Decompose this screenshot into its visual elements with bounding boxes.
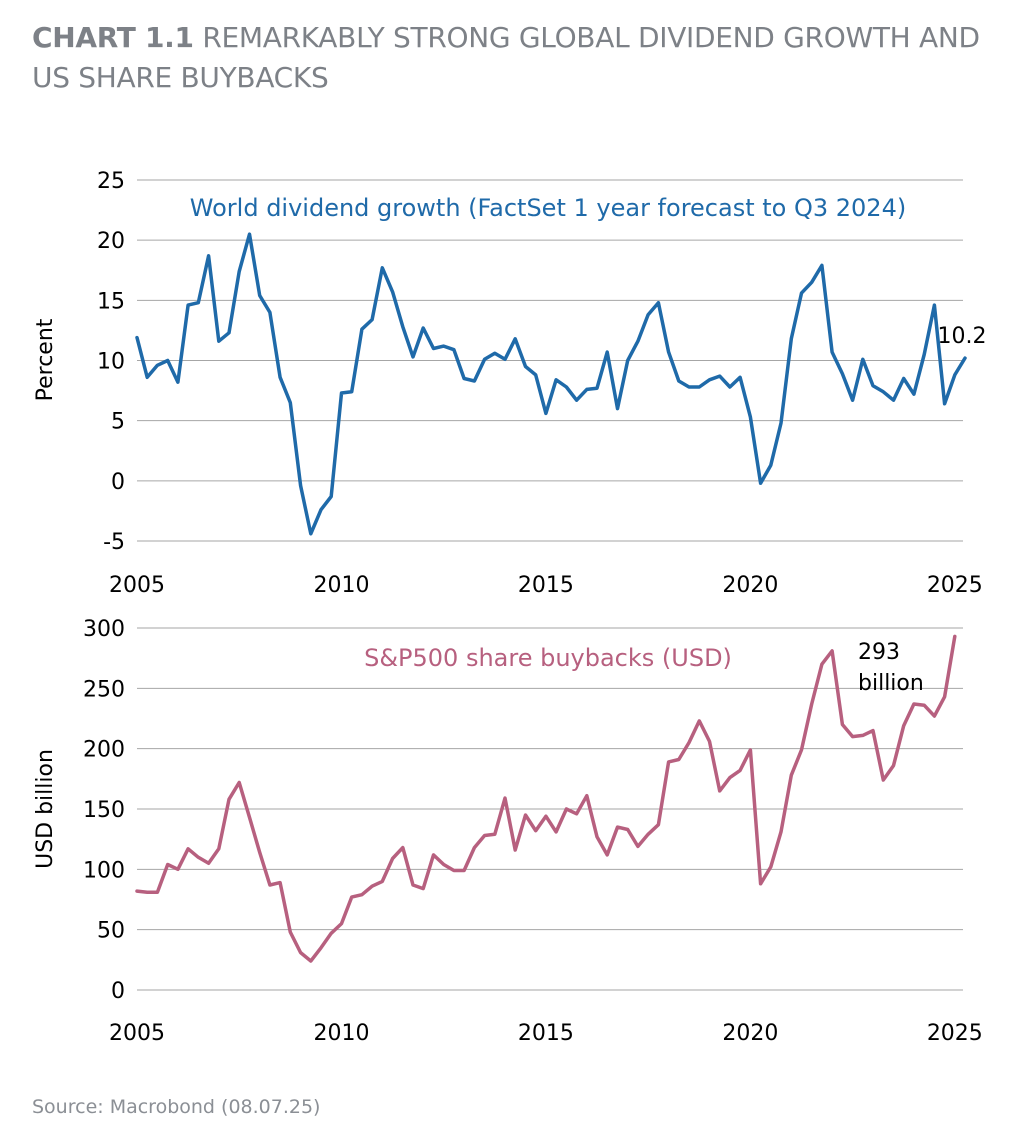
series-line (135, 232, 967, 536)
y-tick-label: 100 (83, 858, 125, 883)
y-tick-label: 250 (83, 677, 125, 702)
x-tick-label: 2010 (313, 573, 369, 598)
y-tick-label: 200 (83, 738, 125, 763)
series-label: S&P500 share buybacks (USD) (364, 644, 732, 672)
chart-title: CHART 1.1 REMARKABLY STRONG GLOBAL DIVID… (32, 18, 992, 98)
y-tick-label: 300 (83, 617, 125, 642)
x-tick-label: 2025 (927, 1021, 983, 1046)
y-tick-label: 0 (111, 470, 125, 495)
chart-number: CHART 1.1 (32, 21, 194, 54)
y-tick-label: 10 (97, 350, 125, 375)
series-label: World dividend growth (FactSet 1 year fo… (190, 194, 906, 222)
y-tick-label: 25 (97, 169, 125, 194)
y-axis-label: Percent (33, 318, 58, 401)
y-tick-label: 15 (97, 289, 125, 314)
y-tick-label: -5 (103, 530, 125, 555)
y-tick-label: 20 (97, 229, 125, 254)
y-tick-label: 150 (83, 798, 125, 823)
y-tick-label: 50 (97, 919, 125, 944)
x-tick-label: 2020 (722, 1021, 778, 1046)
y-axis-label: USD billion (33, 749, 58, 869)
x-tick-label: 2025 (927, 573, 983, 598)
end-value-label: 293 (858, 640, 900, 665)
series-line (135, 634, 957, 963)
x-tick-label: 2005 (109, 573, 165, 598)
source-note: Source: Macrobond (08.07.25) (32, 1096, 321, 1118)
x-tick-label: 2020 (722, 573, 778, 598)
x-tick-label: 2015 (518, 573, 574, 598)
y-tick-label: 0 (111, 979, 125, 1004)
x-tick-label: 2010 (313, 1021, 369, 1046)
x-tick-label: 2005 (109, 1021, 165, 1046)
y-tick-label: 5 (111, 410, 125, 435)
end-value-label: 10.2 (938, 324, 987, 349)
end-value-unit-label: billion (858, 671, 924, 696)
chart-title-text: REMARKABLY STRONG GLOBAL DIVIDEND GROWTH… (32, 21, 980, 94)
x-tick-label: 2015 (518, 1021, 574, 1046)
